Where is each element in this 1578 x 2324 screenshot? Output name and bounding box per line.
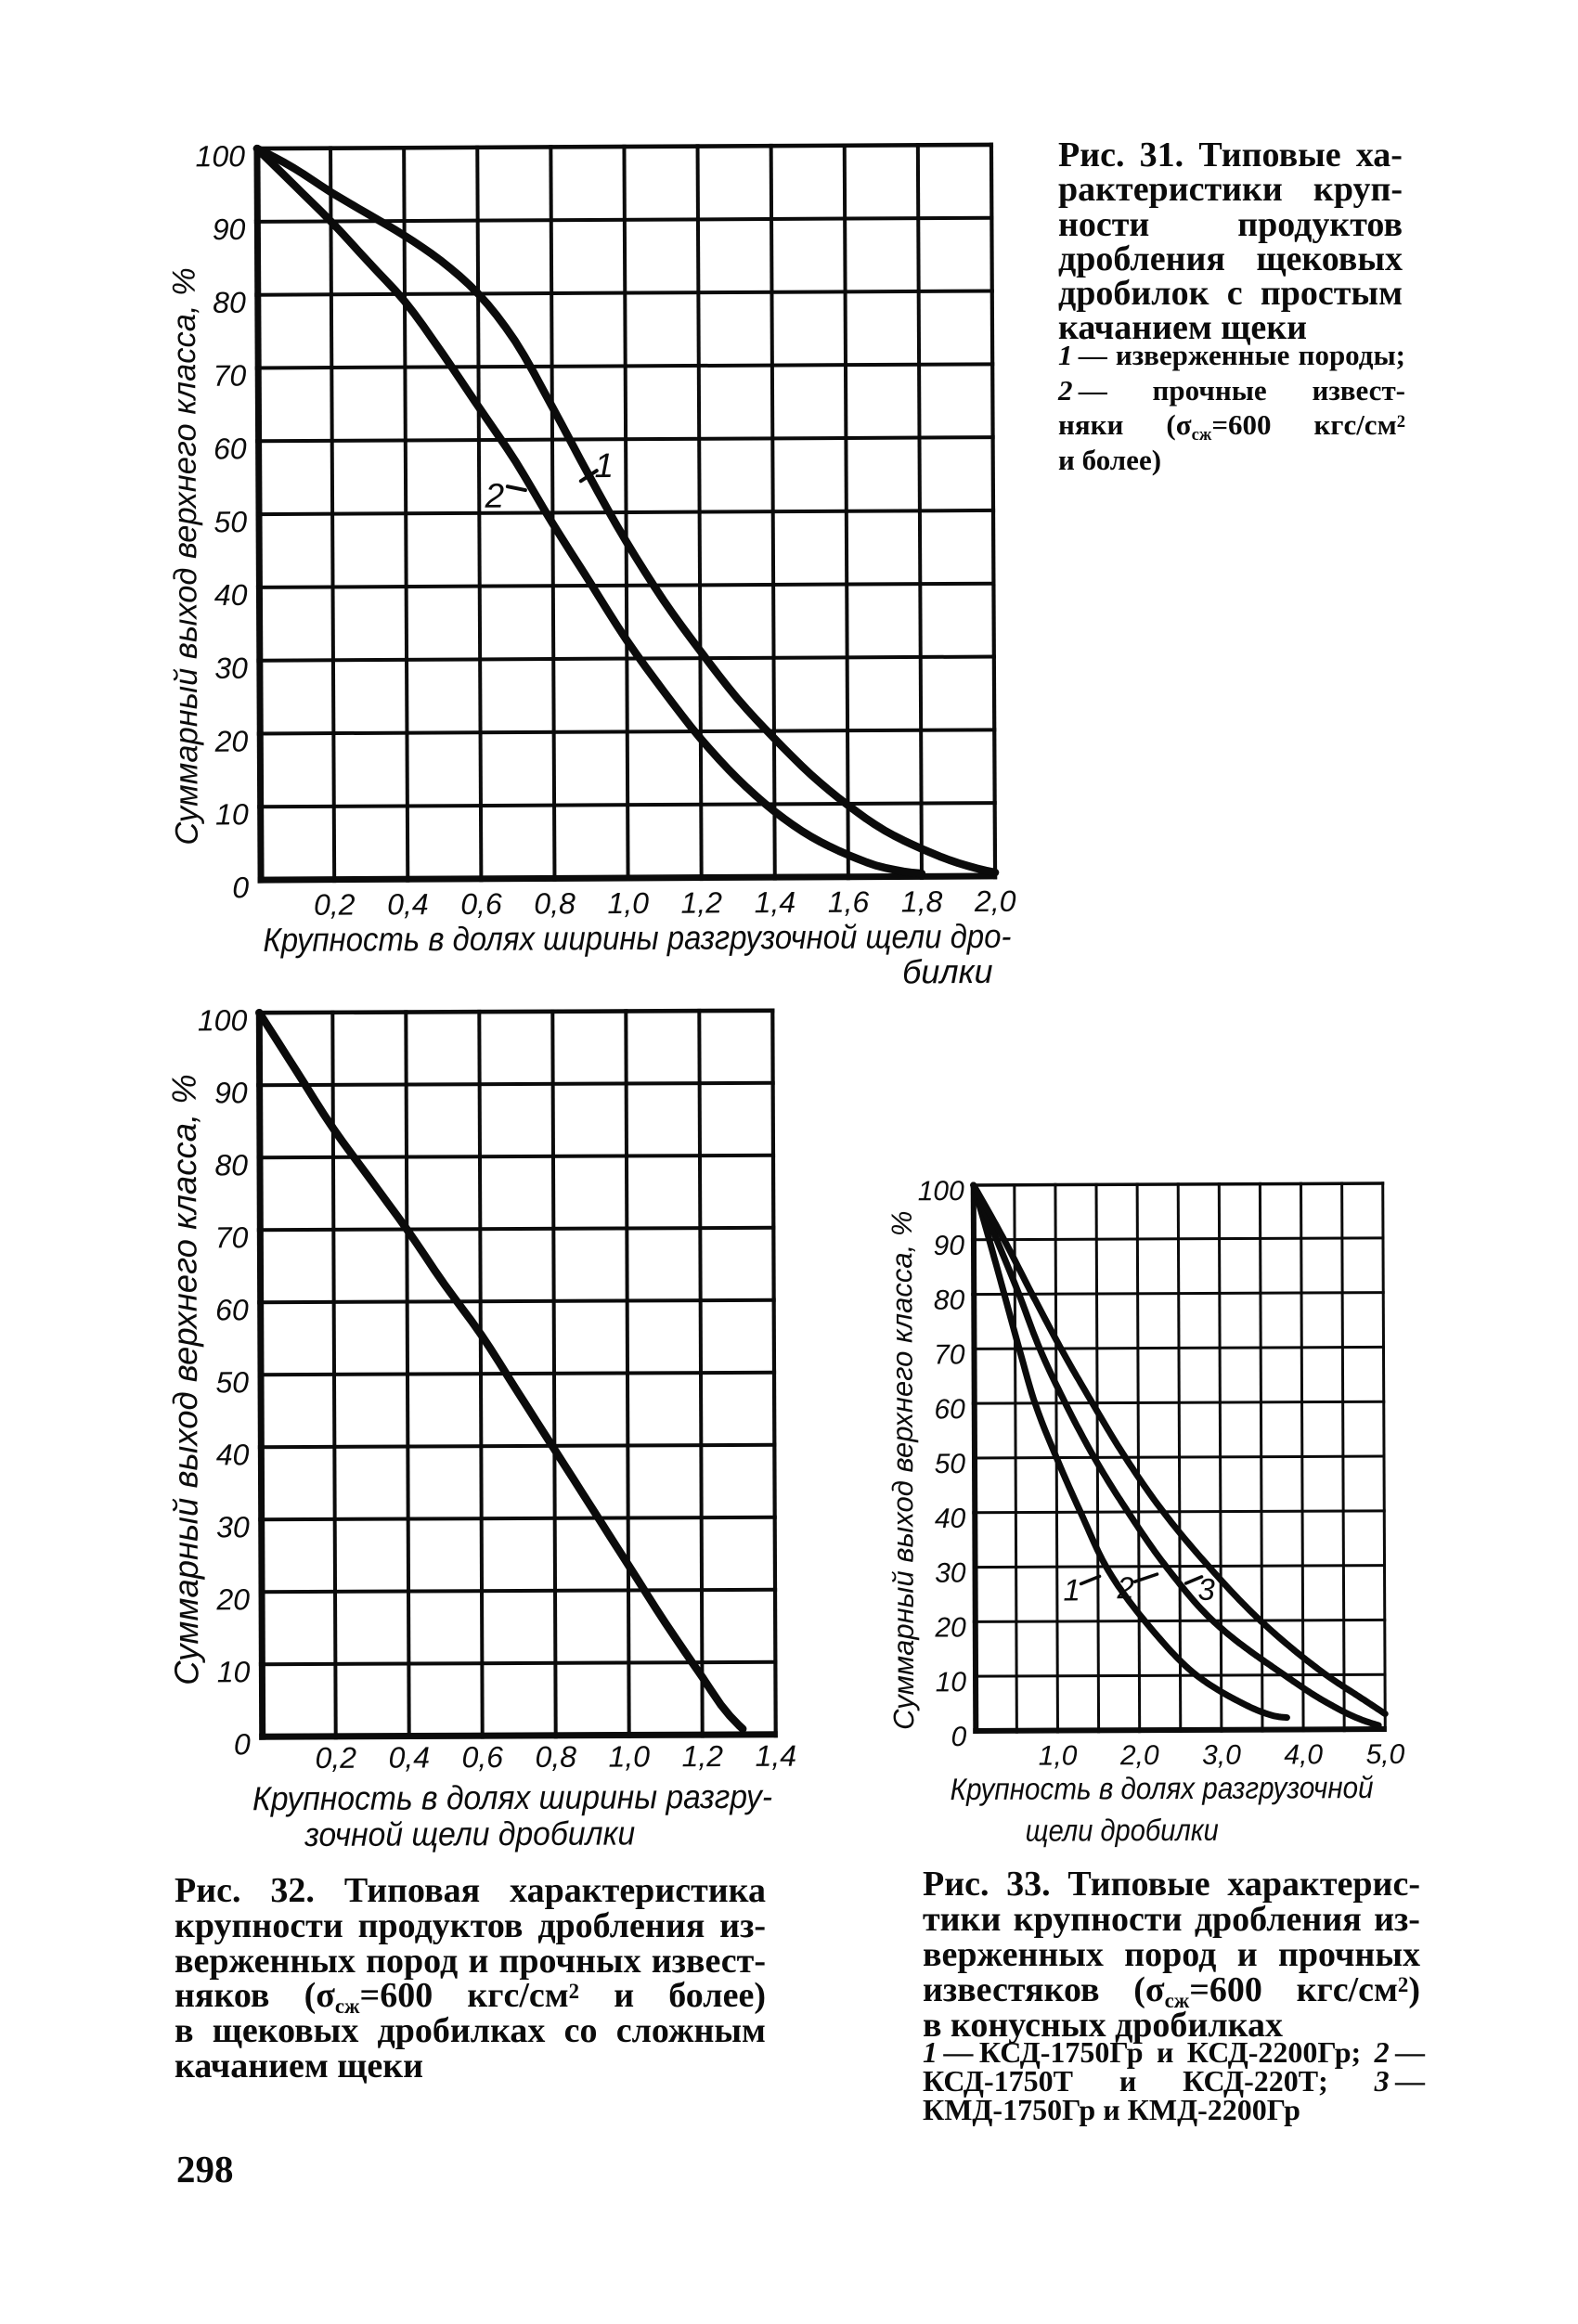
svg-text:50: 50 [215, 1365, 249, 1399]
svg-text:90: 90 [214, 1076, 248, 1109]
svg-text:80: 80 [213, 286, 246, 319]
svg-text:Крупность в долях разгрузочной: Крупность в долях разгрузочной [950, 1770, 1373, 1806]
svg-text:1,8: 1,8 [901, 884, 943, 918]
svg-text:1,0: 1,0 [607, 886, 649, 920]
svg-text:10: 10 [217, 1655, 251, 1688]
svg-text:0,2: 0,2 [314, 888, 356, 922]
svg-text:билки: билки [902, 952, 993, 991]
svg-text:5,0: 5,0 [1365, 1739, 1404, 1770]
svg-text:0,4: 0,4 [387, 887, 429, 921]
svg-text:20: 20 [934, 1612, 966, 1643]
svg-text:0,8: 0,8 [534, 886, 576, 920]
svg-text:0: 0 [951, 1722, 967, 1752]
svg-text:4,0: 4,0 [1284, 1739, 1323, 1770]
svg-text:50: 50 [935, 1449, 966, 1479]
svg-text:зочной щели дробилки: зочной щели дробилки [304, 1814, 635, 1853]
svg-text:0,8: 0,8 [535, 1740, 576, 1774]
svg-text:30: 30 [216, 1510, 250, 1543]
svg-text:2,0: 2,0 [1119, 1740, 1159, 1771]
svg-text:50: 50 [213, 505, 247, 538]
svg-text:Суммарный выход верхнего класс: Суммарный выход верхнего класса, % [165, 1074, 206, 1685]
svg-text:1,6: 1,6 [828, 885, 870, 919]
svg-text:0,2: 0,2 [315, 1741, 356, 1775]
svg-text:1: 1 [594, 446, 614, 484]
svg-text:90: 90 [213, 213, 246, 246]
svg-text:100: 100 [918, 1176, 965, 1207]
svg-text:0,4: 0,4 [388, 1740, 430, 1774]
svg-text:10: 10 [215, 797, 249, 831]
svg-text:20: 20 [215, 1582, 250, 1616]
svg-text:0,6: 0,6 [460, 887, 502, 921]
svg-text:1,4: 1,4 [755, 1739, 796, 1773]
svg-text:2: 2 [485, 477, 505, 515]
svg-text:100: 100 [196, 139, 246, 173]
svg-text:90: 90 [934, 1231, 965, 1261]
svg-text:60: 60 [213, 432, 247, 465]
svg-text:щели дробилки: щели дробилки [1026, 1813, 1219, 1848]
svg-text:Суммарный выход верхнего класс: Суммарный выход верхнего класса, % [886, 1211, 920, 1730]
svg-text:Суммарный выход верхнего класс: Суммарный выход верхнего класса, % [167, 267, 205, 846]
svg-text:1,0: 1,0 [608, 1739, 650, 1773]
svg-text:70: 70 [934, 1339, 965, 1370]
svg-text:10: 10 [936, 1667, 967, 1698]
svg-text:20: 20 [214, 725, 249, 758]
svg-text:1,0: 1,0 [1039, 1740, 1078, 1771]
svg-text:0,6: 0,6 [461, 1740, 503, 1774]
svg-text:30: 30 [935, 1558, 966, 1589]
svg-text:60: 60 [934, 1394, 965, 1425]
svg-text:0: 0 [234, 1727, 251, 1761]
svg-text:2,0: 2,0 [974, 884, 1016, 918]
svg-text:40: 40 [935, 1504, 966, 1534]
svg-text:Крупность в долях ширины разгр: Крупность в долях ширины разгрузочной ще… [263, 917, 1011, 959]
svg-text:1,4: 1,4 [755, 885, 796, 919]
svg-text:1,2: 1,2 [681, 1739, 723, 1773]
svg-text:3,0: 3,0 [1202, 1740, 1241, 1771]
svg-text:1: 1 [1063, 1572, 1080, 1607]
svg-text:2: 2 [1116, 1570, 1134, 1605]
svg-text:30: 30 [214, 652, 248, 685]
svg-text:0: 0 [232, 871, 249, 904]
svg-text:40: 40 [216, 1438, 250, 1471]
svg-text:1,2: 1,2 [680, 885, 722, 919]
svg-text:80: 80 [934, 1285, 965, 1316]
svg-text:80: 80 [214, 1148, 248, 1181]
svg-text:40: 40 [214, 578, 248, 612]
svg-text:100: 100 [198, 1003, 248, 1037]
svg-text:3: 3 [1197, 1572, 1215, 1607]
svg-text:70: 70 [215, 1220, 249, 1254]
svg-text:60: 60 [215, 1293, 249, 1326]
svg-text:70: 70 [213, 359, 247, 393]
svg-text:Крупность в долях ширины разгр: Крупность в долях ширины разгру- [252, 1777, 772, 1817]
